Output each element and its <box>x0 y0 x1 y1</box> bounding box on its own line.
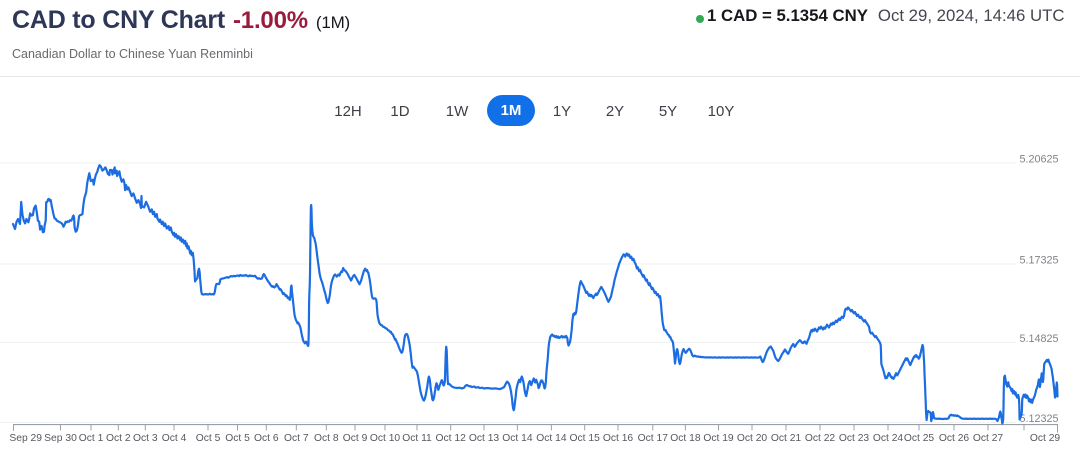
svg-text:5.20625: 5.20625 <box>1019 154 1058 166</box>
svg-text:5.17325: 5.17325 <box>1019 255 1058 267</box>
svg-text:Oct 16: Oct 16 <box>603 433 634 444</box>
svg-text:Oct 13: Oct 13 <box>469 433 500 444</box>
svg-text:Sep 30: Sep 30 <box>44 433 77 444</box>
svg-text:Oct 8: Oct 8 <box>314 433 339 444</box>
svg-text:Oct 4: Oct 4 <box>162 433 187 444</box>
svg-text:Oct 22: Oct 22 <box>805 433 836 444</box>
svg-text:Oct 9: Oct 9 <box>343 433 368 444</box>
svg-text:Oct 25: Oct 25 <box>904 433 935 444</box>
svg-text:Oct 18: Oct 18 <box>670 433 701 444</box>
svg-text:Oct 26: Oct 26 <box>939 433 970 444</box>
svg-text:Oct 27: Oct 27 <box>973 433 1004 444</box>
svg-text:Oct 6: Oct 6 <box>254 433 279 444</box>
svg-text:Oct 15: Oct 15 <box>570 433 601 444</box>
svg-text:Oct 3: Oct 3 <box>133 433 158 444</box>
svg-text:Oct 24: Oct 24 <box>873 433 904 444</box>
svg-text:Oct 5: Oct 5 <box>225 433 250 444</box>
svg-text:Oct 10: Oct 10 <box>370 433 401 444</box>
svg-text:Oct 17: Oct 17 <box>638 433 669 444</box>
svg-text:Oct 7: Oct 7 <box>284 433 309 444</box>
svg-text:Oct 19: Oct 19 <box>703 433 734 444</box>
svg-text:Oct 2: Oct 2 <box>106 433 131 444</box>
svg-text:Sep 29: Sep 29 <box>9 433 42 444</box>
svg-text:Oct 1: Oct 1 <box>79 433 104 444</box>
svg-text:Oct 5: Oct 5 <box>196 433 221 444</box>
svg-text:5.12325: 5.12325 <box>1019 413 1058 425</box>
svg-text:Oct 23: Oct 23 <box>839 433 870 444</box>
svg-text:5.14825: 5.14825 <box>1019 333 1058 345</box>
svg-text:Oct 20: Oct 20 <box>737 433 768 444</box>
svg-text:Oct 21: Oct 21 <box>771 433 802 444</box>
svg-text:Oct 29: Oct 29 <box>1030 433 1061 444</box>
svg-text:Oct 11: Oct 11 <box>402 433 432 444</box>
svg-text:Oct 14: Oct 14 <box>536 433 567 444</box>
svg-text:Oct 12: Oct 12 <box>436 433 467 444</box>
svg-text:Oct 14: Oct 14 <box>502 433 533 444</box>
